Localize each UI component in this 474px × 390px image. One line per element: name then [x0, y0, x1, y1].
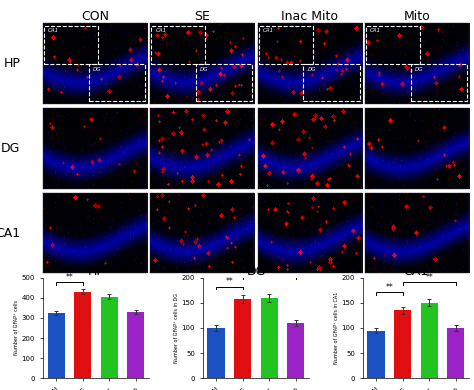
Bar	[89, 64, 145, 101]
Bar	[367, 330, 385, 378]
Bar	[44, 26, 98, 64]
Title: CON: CON	[81, 11, 109, 23]
Text: **: **	[65, 273, 73, 282]
Bar	[234, 299, 251, 378]
Text: DG: DG	[415, 67, 424, 72]
Text: **: **	[226, 277, 233, 286]
Y-axis label: DG: DG	[1, 142, 20, 155]
Text: **: **	[425, 273, 433, 282]
Bar	[366, 26, 420, 64]
Bar	[411, 64, 467, 101]
Text: DG: DG	[200, 67, 209, 72]
Bar	[151, 26, 205, 64]
Title: HP: HP	[88, 265, 104, 278]
Y-axis label: Number of GFAP⁺ cells in CA1: Number of GFAP⁺ cells in CA1	[334, 292, 339, 364]
Bar	[261, 298, 278, 378]
Text: DG: DG	[93, 67, 101, 72]
Bar	[196, 64, 252, 101]
Title: Mito: Mito	[404, 11, 430, 23]
Y-axis label: Number of GFAP⁺ cells: Number of GFAP⁺ cells	[14, 301, 19, 356]
Text: **: **	[385, 283, 393, 292]
Text: CA1: CA1	[370, 28, 381, 33]
Bar	[47, 313, 65, 378]
Text: DG: DG	[308, 67, 316, 72]
Y-axis label: Number of GFAP⁺ cells in DG: Number of GFAP⁺ cells in DG	[173, 293, 179, 363]
Bar	[74, 292, 91, 378]
Y-axis label: CA1: CA1	[0, 227, 20, 240]
Bar	[287, 323, 304, 378]
Bar	[100, 297, 118, 378]
Bar	[447, 328, 465, 378]
Text: CA1: CA1	[263, 28, 274, 33]
Bar	[303, 64, 360, 101]
Bar	[127, 312, 145, 378]
Bar	[420, 303, 438, 378]
Text: **: **	[105, 263, 113, 272]
Title: DG: DG	[246, 265, 265, 278]
Bar	[394, 310, 411, 378]
Text: CA1: CA1	[48, 28, 59, 33]
Text: **: **	[265, 267, 273, 276]
Title: CA1: CA1	[403, 265, 428, 278]
Bar	[208, 328, 225, 378]
Text: CA1: CA1	[155, 28, 166, 33]
Title: SE: SE	[194, 11, 210, 23]
Bar	[259, 26, 313, 64]
Y-axis label: HP: HP	[4, 57, 20, 70]
Title: Inac Mito: Inac Mito	[281, 11, 338, 23]
